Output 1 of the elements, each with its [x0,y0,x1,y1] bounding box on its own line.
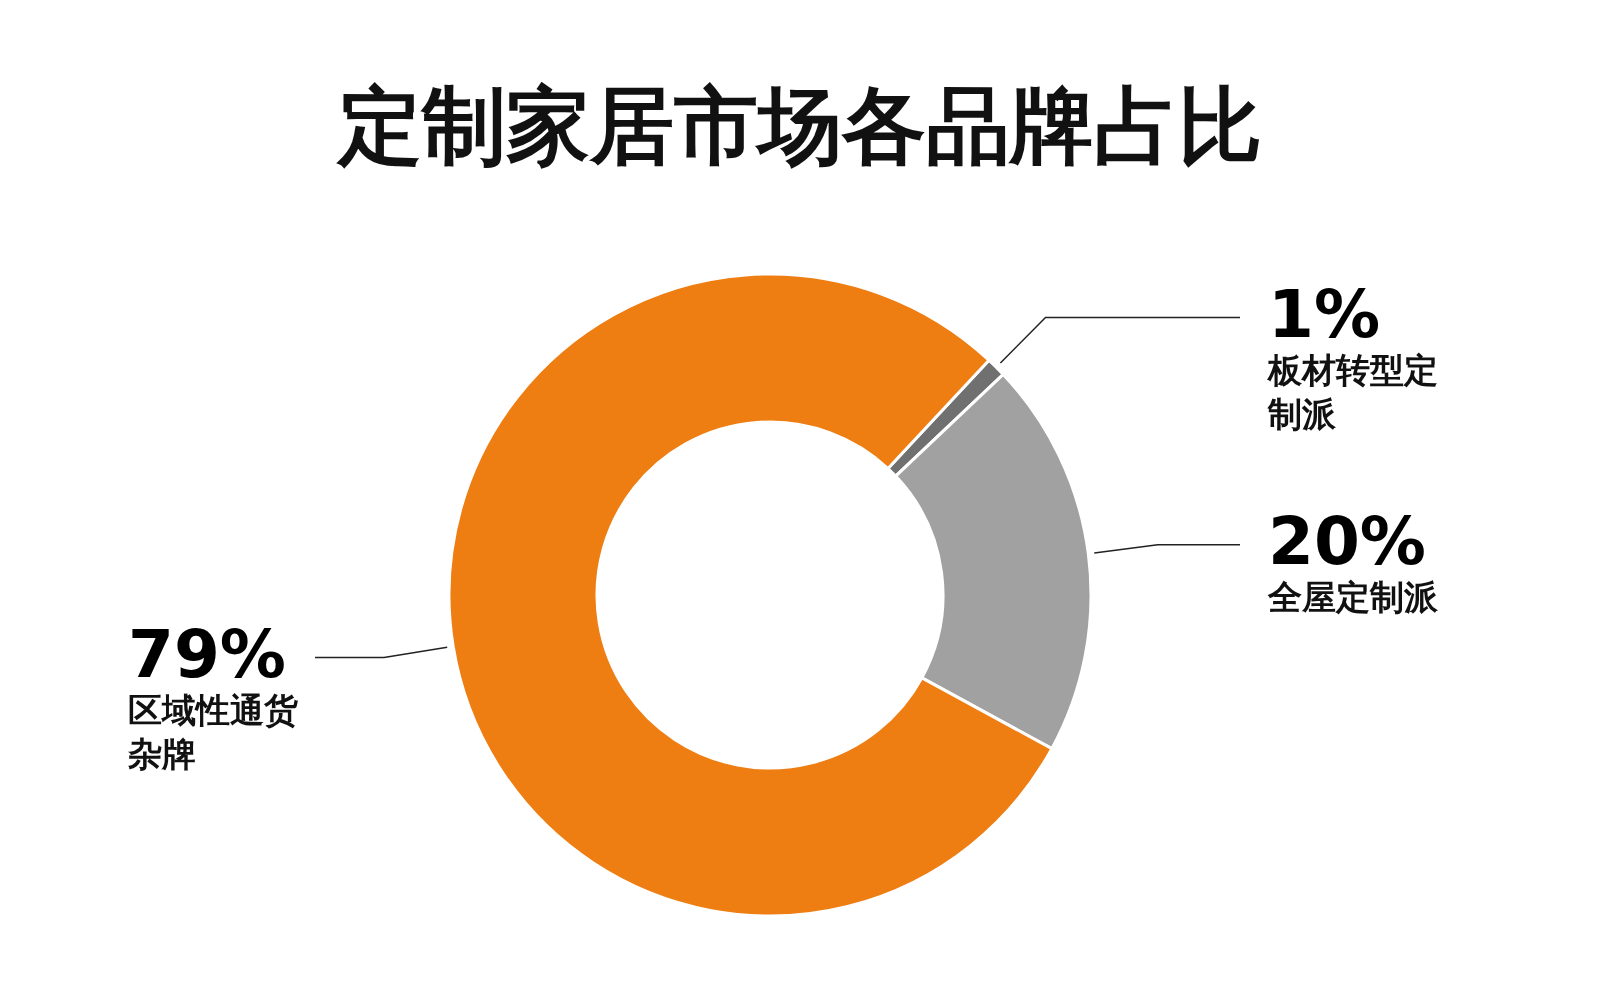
chart-title: 定制家居市场各品牌占比 [335,76,1263,177]
